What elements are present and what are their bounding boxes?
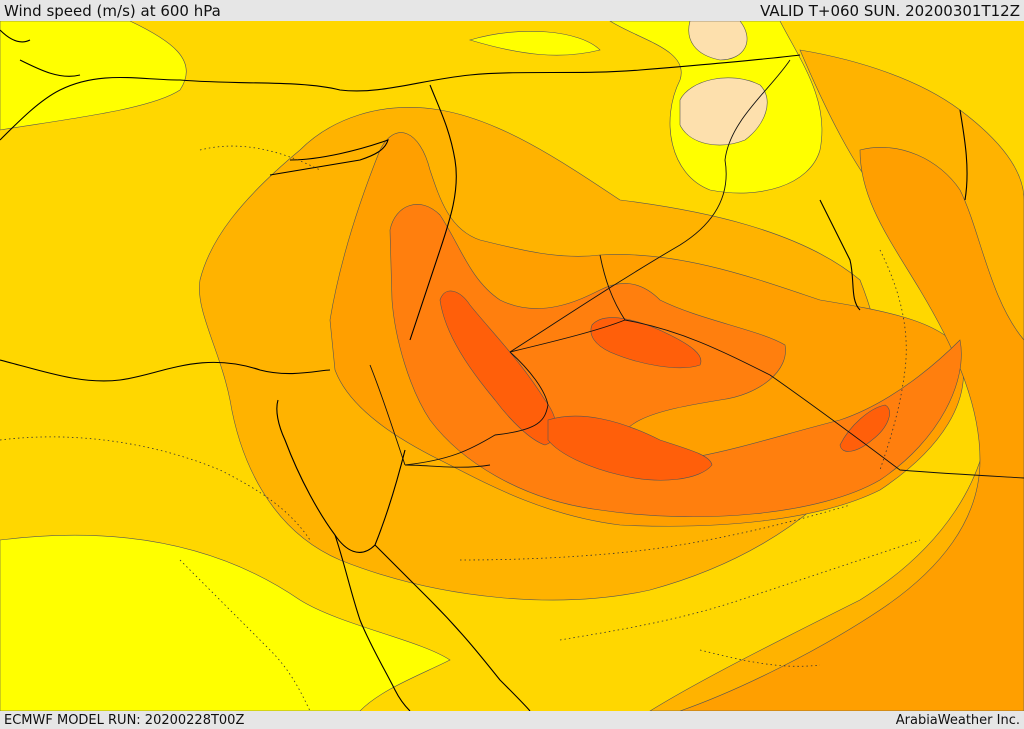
- valid-time: VALID T+060 SUN. 20200301T12Z: [760, 1, 1020, 20]
- zone-max-east: [839, 404, 890, 452]
- wind-speed-map[interactable]: [0, 21, 1024, 711]
- zone-max-center: [547, 415, 713, 481]
- zone-strong-east: [679, 147, 1024, 711]
- map-title: Wind speed (m/s) at 600 hPa: [4, 1, 221, 20]
- borders: [369, 59, 1024, 479]
- credit: ArabiaWeather Inc.: [895, 712, 1020, 728]
- zone-max-north: [590, 317, 702, 369]
- zone-calm-n: [688, 21, 748, 61]
- dotted-isolines: [0, 145, 921, 711]
- zone-calm-ne: [679, 77, 768, 146]
- zone-light-n: [468, 31, 601, 56]
- zone-light-sw: [0, 534, 451, 711]
- coastlines: [0, 29, 968, 711]
- map-canvas: [0, 21, 1024, 711]
- header-bar: Wind speed (m/s) at 600 hPa VALID T+060 …: [0, 0, 1024, 21]
- model-run: ECMWF MODEL RUN: 20200228T00Z: [4, 712, 245, 728]
- zone-light-nw: [0, 21, 187, 131]
- footer-bar: ECMWF MODEL RUN: 20200228T00Z ArabiaWeat…: [0, 711, 1024, 729]
